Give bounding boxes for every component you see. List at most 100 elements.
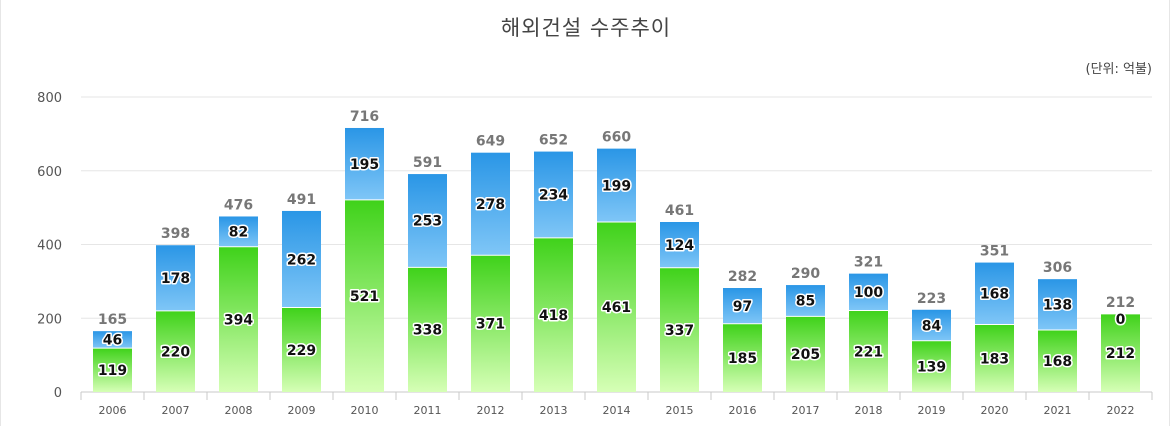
bar-segment-upper-2008 <box>219 216 258 247</box>
y-tick-600: 600 <box>37 165 62 180</box>
total-label-2006: 165 <box>98 312 127 328</box>
total-label-2013: 652 <box>539 133 568 149</box>
data-label-upper-2018: 100 <box>854 285 883 301</box>
bar-segment-lower-2019 <box>912 340 951 392</box>
bar-segment-upper-2009 <box>282 210 321 308</box>
total-label-2014: 660 <box>602 130 631 146</box>
bar-segment-lower-2017 <box>786 316 825 392</box>
x-tick-2018: 2018 <box>855 404 883 417</box>
data-label-lower-2022: 212 <box>1106 346 1135 362</box>
x-tick-2009: 2009 <box>288 404 316 417</box>
bars <box>93 127 1140 392</box>
data-label-upper-2011: 253 <box>413 214 442 230</box>
chart-title: 해외건설 수주추이 <box>500 16 672 40</box>
bar-segment-upper-2019 <box>912 309 951 341</box>
data-label-upper-2010: 195 <box>350 157 379 173</box>
bar-segment-upper-2007 <box>156 245 195 311</box>
bar-segment-lower-2022 <box>1101 313 1140 392</box>
x-tick-2020: 2020 <box>981 404 1009 417</box>
bar-segment-lower-2006 <box>93 348 132 392</box>
x-tick-2010: 2010 <box>351 404 379 417</box>
bar-segment-upper-2020 <box>975 262 1014 325</box>
data-label-upper-2007: 178 <box>161 271 190 287</box>
bar-segment-lower-2010 <box>345 199 384 392</box>
x-tick-2014: 2014 <box>603 404 631 417</box>
data-label-upper-2008: 82 <box>229 225 248 241</box>
total-label-2018: 321 <box>854 255 883 271</box>
bar-segment-upper-2010 <box>345 127 384 200</box>
bar-segment-lower-2015 <box>660 267 699 392</box>
x-tick-2021: 2021 <box>1044 404 1072 417</box>
data-label-lower-2009: 229 <box>287 343 316 359</box>
total-label-2007: 398 <box>161 226 190 242</box>
data-label-upper-2012: 278 <box>476 197 505 213</box>
data-label-lower-2015: 337 <box>665 323 694 339</box>
bar-segment-upper-2012 <box>471 152 510 256</box>
x-tick-2011: 2011 <box>414 404 442 417</box>
data-label-upper-2009: 262 <box>287 252 316 268</box>
data-label-upper-2013: 234 <box>539 188 568 204</box>
total-label-2020: 351 <box>980 244 1009 260</box>
total-label-2009: 491 <box>287 192 316 208</box>
bar-segment-lower-2018 <box>849 310 888 392</box>
data-label-upper-2014: 199 <box>602 178 631 194</box>
data-label-lower-2013: 418 <box>539 308 568 324</box>
total-label-2010: 716 <box>350 109 379 125</box>
x-tick-2006: 2006 <box>99 404 127 417</box>
data-label-lower-2016: 185 <box>728 351 757 367</box>
x-tick-2017: 2017 <box>792 404 820 417</box>
bar-segment-lower-2021 <box>1038 330 1077 392</box>
unit-label: (단위: 억불) <box>1085 62 1153 77</box>
labels: 0 200 400 600 800 119 46 165 2006 220 178 398 2007 39… <box>37 91 1136 417</box>
bar-segment-upper-2006 <box>93 331 132 349</box>
bar-segment-lower-2009 <box>282 307 321 392</box>
x-tick-2019: 2019 <box>918 404 946 417</box>
bar-segment-upper-2013 <box>534 151 573 238</box>
bar-segment-upper-2018 <box>849 273 888 311</box>
bar-segment-lower-2012 <box>471 255 510 392</box>
bar-segment-lower-2007 <box>156 310 195 392</box>
y-tick-400: 400 <box>37 239 62 254</box>
data-label-lower-2021: 168 <box>1043 354 1072 370</box>
total-label-2017: 290 <box>791 266 820 282</box>
data-label-lower-2007: 220 <box>161 344 190 360</box>
y-tick-0: 0 <box>54 386 62 401</box>
data-label-upper-2019: 84 <box>922 318 942 334</box>
bar-segment-lower-2008 <box>219 246 258 392</box>
bar-segment-upper-2011 <box>408 174 447 268</box>
data-label-lower-2017: 205 <box>791 347 820 363</box>
bar-segment-lower-2016 <box>723 323 762 392</box>
bar-segment-upper-2021 <box>1038 279 1077 331</box>
data-label-lower-2006: 119 <box>98 363 127 379</box>
data-label-lower-2010: 521 <box>350 289 379 305</box>
total-label-2022: 212 <box>1106 295 1135 311</box>
x-tick-2016: 2016 <box>729 404 757 417</box>
data-label-upper-2016: 97 <box>733 299 752 315</box>
data-label-lower-2012: 371 <box>476 317 505 333</box>
y-tick-800: 800 <box>37 91 62 106</box>
total-label-2016: 282 <box>728 269 757 285</box>
bar-segment-lower-2011 <box>408 267 447 392</box>
data-label-upper-2015: 124 <box>665 238 694 254</box>
data-label-upper-2017: 85 <box>796 294 815 310</box>
bar-segment-lower-2014 <box>597 222 636 392</box>
x-tick-2007: 2007 <box>162 404 190 417</box>
total-label-2015: 461 <box>665 203 694 219</box>
x-tick-2022: 2022 <box>1107 404 1135 417</box>
x-tick-2013: 2013 <box>540 404 568 417</box>
data-label-lower-2020: 183 <box>980 351 1009 367</box>
total-label-2012: 649 <box>476 134 505 150</box>
data-label-upper-2022: 0 <box>1116 312 1126 328</box>
data-label-lower-2011: 338 <box>413 323 442 339</box>
data-label-upper-2006: 46 <box>103 333 122 349</box>
bar-segment-lower-2020 <box>975 324 1014 392</box>
total-label-2008: 476 <box>224 197 253 213</box>
bar-segment-upper-2015 <box>660 222 699 268</box>
x-tick-2015: 2015 <box>666 404 694 417</box>
data-label-upper-2020: 168 <box>980 287 1009 303</box>
data-label-lower-2018: 221 <box>854 344 883 360</box>
data-label-upper-2021: 138 <box>1043 298 1072 314</box>
bar-segment-upper-2017 <box>786 285 825 317</box>
